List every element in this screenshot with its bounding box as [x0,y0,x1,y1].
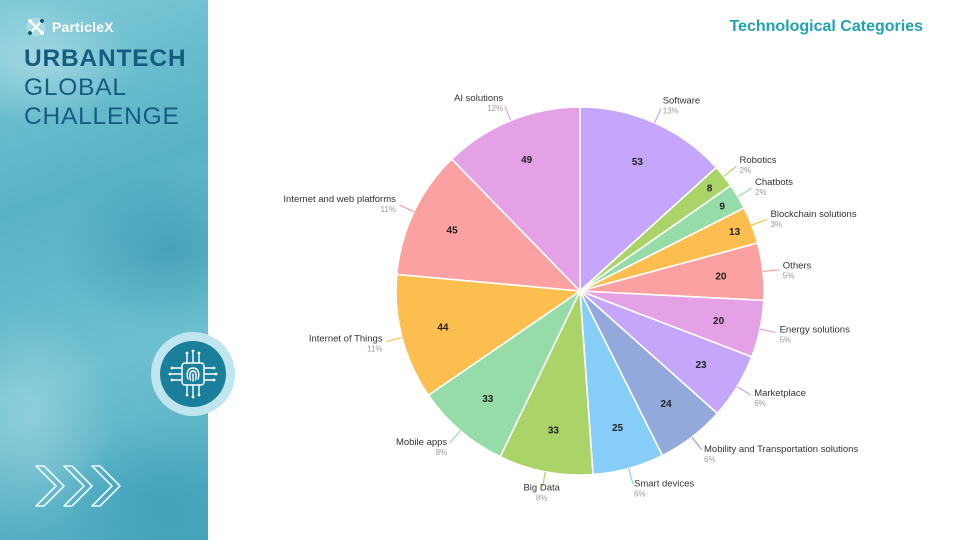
slice-label-mobile-apps: Mobile apps [396,437,447,448]
slice-value-internet-and-web-platforms: 45 [447,226,459,237]
pie-slice-big-data [499,287,594,476]
slice-label-software: Software [663,96,701,107]
leader-line-ai-solutions [504,105,512,121]
slice-percent-mobile-apps: 8% [436,448,448,457]
slice-label-chatbots: Chatbots [755,177,793,188]
event-name-line-1: URBANTECH [24,45,187,72]
sidebar-panel: ParticleX URBANTECH GLOBAL CHALLENGE [0,0,208,540]
slice-percent-ai-solutions: 12% [487,104,503,113]
logo-text: ParticleX [52,19,114,35]
page-title: Technological Categories [729,18,923,35]
slice-value-internet-of-things: 44 [437,322,449,333]
event-name-line-3: CHALLENGE [24,103,180,130]
slice-value-software: 53 [632,157,644,168]
slice-value-smart-devices: 25 [612,423,624,434]
slice-label-blockchain-solutions: Blockchain solutions [771,209,857,220]
leader-line-energy-solutions [759,328,776,333]
slice-percent-robotics: 2% [740,166,752,175]
slice-percent-mobility-and-transportation-solutions: 6% [704,455,716,464]
slice-value-others: 20 [715,272,727,283]
slice-value-big-data: 33 [548,426,560,437]
leader-line-mobility-and-transportation-solutions [691,436,703,451]
leader-line-others [762,269,779,273]
slice-percent-others: 5% [783,271,795,280]
pie-labels: Software13%Robotics2%Chatbots2%Blockchai… [283,93,858,502]
pie-slices [395,106,765,476]
leader-line-internet-of-things [386,337,403,343]
slice-value-ai-solutions: 49 [521,155,533,166]
particlex-logo-icon [26,17,46,37]
slice-value-mobile-apps: 33 [482,394,494,405]
pie-slice-mobile-apps [427,288,583,458]
leader-line-internet-and-web-platforms [399,204,415,213]
particlex-logo: ParticleX [26,17,114,37]
pie-values: 53 89 13 20 20 23 24 25 33 33 44 45 49 [437,155,740,437]
pie-slice-ai-solutions [450,106,581,293]
slice-percent-internet-and-web-platforms: 11% [380,205,395,214]
slice-value-blockchain-solutions: 13 [729,227,741,238]
slice-percent-energy-solutions: 5% [780,335,792,344]
leader-line-blockchain-solutions [751,218,767,226]
fingerprint-chip-icon [168,349,218,399]
slice-value-marketplace: 23 [695,360,707,371]
slice-label-ai-solutions: AI solutions [454,93,503,104]
slice-label-smart-devices: Smart devices [634,479,694,490]
slice-percent-big-data: 8% [536,493,548,502]
slice-value-robotics: 8 [707,183,713,194]
slice-percent-blockchain-solutions: 3% [771,220,783,229]
pie-slice-software [579,106,718,293]
leader-line-smart-devices [628,468,634,485]
slice-label-mobility-and-transportation-solutions: Mobility and Transportation solutions [704,444,858,455]
slice-label-others: Others [783,260,812,271]
slice-percent-smart-devices: 6% [634,490,646,499]
fingerprint-badge [151,332,235,416]
leader-line-mobile-apps [449,430,461,444]
chevrons-right-icon [35,465,121,507]
event-name: URBANTECH GLOBAL CHALLENGE [24,44,186,131]
slice-label-marketplace: Marketplace [754,388,806,399]
leader-line-robotics [723,165,737,177]
slice-label-internet-of-things: Internet of Things [309,334,383,345]
slice-label-big-data: Big Data [523,482,560,493]
slice-label-energy-solutions: Energy solutions [780,324,850,335]
slice-percent-chatbots: 2% [755,188,767,197]
slice-value-mobility-and-transportation-solutions: 24 [661,399,673,410]
slice-label-robotics: Robotics [740,155,777,166]
slice-percent-internet-of-things: 11% [367,345,382,354]
leader-line-big-data [541,471,546,488]
slice-label-internet-and-web-platforms: Internet and web platforms [283,194,396,205]
leader-line-software [654,107,662,124]
leader-line-chatbots [737,187,752,198]
slice-value-energy-solutions: 20 [713,316,725,327]
event-name-line-2: GLOBAL [24,74,127,101]
slice-value-chatbots: 9 [719,202,725,213]
leader-line-marketplace [736,386,752,396]
slice-percent-software: 13% [663,107,679,116]
slice-percent-marketplace: 6% [754,399,766,408]
pie-slice-internet-and-web-platforms [395,157,583,292]
